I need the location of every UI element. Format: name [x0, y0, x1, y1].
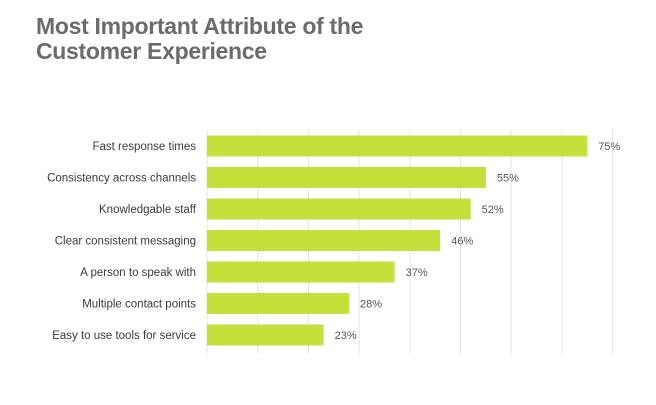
- chart-title-line-2: Customer Experience: [36, 38, 267, 64]
- bars: [207, 135, 588, 346]
- bar: [207, 324, 324, 346]
- bar: [207, 198, 471, 220]
- bar: [207, 135, 588, 157]
- bar: [207, 230, 441, 251]
- value-labels: 75% 55% 52% 46% 37% 28% 23%: [335, 141, 621, 342]
- bar: [207, 293, 349, 314]
- category-label: Easy to use tools for service: [52, 330, 196, 342]
- category-label: Clear consistent messaging: [55, 236, 196, 248]
- value-label: 37%: [406, 267, 428, 279]
- value-label: 28%: [360, 299, 382, 311]
- chart-title-line-1: Most Important Attribute of the: [36, 13, 364, 39]
- value-label: 75%: [598, 141, 620, 153]
- category-label: Multiple contact points: [82, 299, 196, 311]
- category-label: Consistency across channels: [47, 173, 196, 185]
- category-labels: Fast response times Consistency across ch…: [47, 141, 197, 342]
- chart-title: Most Important Attribute of the Customer…: [36, 14, 363, 64]
- category-label: A person to speak with: [80, 267, 196, 279]
- value-label: 55%: [497, 173, 519, 185]
- bar: [207, 261, 395, 283]
- category-label: Fast response times: [92, 141, 196, 153]
- value-label: 23%: [335, 330, 357, 342]
- category-label: Knowledgable staff: [99, 204, 197, 216]
- value-label: 46%: [451, 236, 473, 248]
- bar: [207, 167, 486, 188]
- value-label: 52%: [482, 204, 504, 216]
